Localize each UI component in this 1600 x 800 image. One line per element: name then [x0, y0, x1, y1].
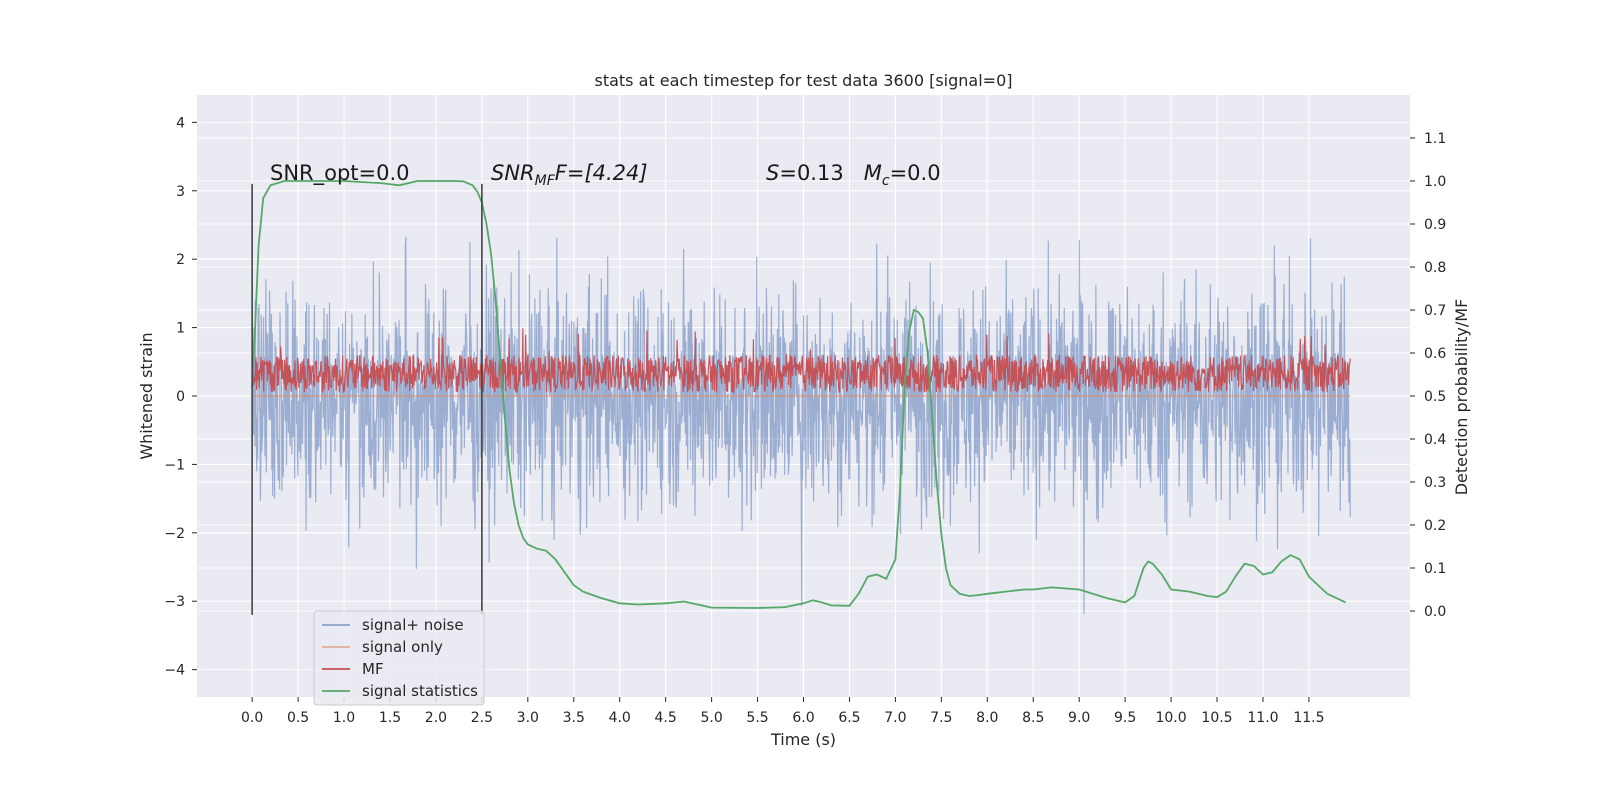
right-tick-label: 0.1	[1424, 561, 1446, 577]
legend-label: MF	[362, 660, 384, 678]
annotation-s-mc: S=0.13 Mc=0.0	[766, 161, 941, 189]
right-tick-label: 0.4	[1424, 432, 1446, 448]
annotation-snr-mf: SNRMFF=[4.24]	[491, 161, 648, 189]
x-tick-label: 7.0	[884, 710, 906, 726]
x-tick-label: 8.5	[1022, 710, 1044, 726]
x-tick-label: 4.5	[655, 710, 677, 726]
legend: signal+ noise signal only MF signal statist…	[313, 610, 485, 706]
y-tick-label: 0	[176, 389, 185, 405]
right-tick-label: 0.3	[1424, 475, 1446, 491]
right-tick-label: 0.2	[1424, 518, 1446, 534]
annotation-snr-opt: SNR_opt=0.0	[270, 161, 410, 186]
x-axis-ticks: 0.0 0.5 1.0 1.5 2.0 2.5 3.0 3.5 4.0 4.5 5.0 5.5 6.0 6…	[241, 697, 1325, 726]
y-tick-label: −3	[164, 594, 185, 610]
series-mf-line	[251, 328, 1351, 395]
right-tick-label: 0.6	[1424, 346, 1446, 362]
y-tick-label: −2	[164, 526, 185, 542]
y-tick-label: −1	[164, 457, 185, 473]
right-tick-label: 0.0	[1424, 604, 1446, 620]
right-tick-label: 0.7	[1424, 303, 1446, 319]
x-tick-label: 10.5	[1201, 710, 1232, 726]
y-tick-label: 3	[176, 184, 185, 200]
y-axis-label: Whitened strain	[137, 332, 156, 459]
x-tick-label: 3.0	[517, 710, 539, 726]
legend-box	[313, 610, 485, 706]
x-tick-label: 10.0	[1155, 710, 1186, 726]
x-tick-label: 6.5	[838, 710, 860, 726]
x-tick-label: 8.0	[976, 710, 998, 726]
x-tick-label: 11.5	[1293, 710, 1324, 726]
x-tick-label: 0.0	[241, 710, 263, 726]
legend-label: signal+ noise	[362, 616, 464, 634]
x-tick-label: 2.5	[471, 710, 493, 726]
right-tick-label: 0.9	[1424, 217, 1446, 233]
y-tick-label: 2	[176, 252, 185, 268]
right-tick-label: 0.5	[1424, 389, 1446, 405]
legend-label: signal only	[362, 638, 443, 656]
x-tick-label: 4.0	[609, 710, 631, 726]
x-tick-label: 0.5	[287, 710, 309, 726]
x-tick-label: 5.5	[746, 710, 768, 726]
right-tick-label: 1.0	[1424, 174, 1446, 190]
y-tick-label: 1	[176, 321, 185, 337]
right-axis-ticks: 1.1 1.0 0.9 0.8 0.7 0.6 0.5 0.4 0.3 0.2 0.1 0.0	[1410, 131, 1446, 620]
x-tick-label: 3.5	[563, 710, 585, 726]
vertical-markers	[251, 183, 483, 615]
right-axis-label: Detection probability/MF	[1452, 299, 1471, 496]
x-tick-label: 9.5	[1114, 710, 1136, 726]
series-signal-statistics-line	[251, 180, 1347, 609]
right-tick-label: 0.8	[1424, 260, 1446, 276]
x-axis-label: Time (s)	[770, 730, 836, 749]
chart-title: stats at each timestep for test data 360…	[594, 71, 1012, 90]
x-tick-label: 2.0	[425, 710, 447, 726]
y-tick-label: 4	[176, 115, 185, 131]
x-tick-label: 1.0	[333, 710, 355, 726]
x-tick-label: 5.0	[700, 710, 722, 726]
y-tick-label: −4	[164, 663, 185, 679]
x-tick-label: 1.5	[379, 710, 401, 726]
right-tick-label: 1.1	[1424, 131, 1446, 147]
x-tick-label: 6.0	[792, 710, 814, 726]
x-tick-label: 7.5	[930, 710, 952, 726]
x-tick-label: 11.0	[1247, 710, 1278, 726]
legend-label: signal statistics	[362, 682, 478, 700]
x-tick-label: 9.0	[1068, 710, 1090, 726]
y-axis-ticks: 4 3 2 1 0 −1 −2 −3 −4	[164, 115, 197, 679]
data-layer	[251, 180, 1351, 615]
